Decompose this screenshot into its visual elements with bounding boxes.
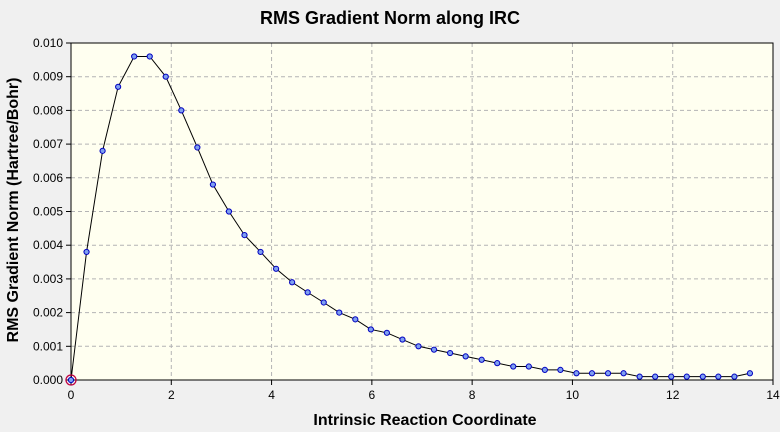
chart-title: RMS Gradient Norm along IRC: [259, 8, 520, 28]
data-point: [620, 370, 627, 377]
data-point: [478, 356, 485, 363]
y-tick-label: 0.009: [33, 70, 63, 84]
data-point: [652, 373, 659, 380]
data-point: [557, 366, 564, 373]
data-point: [715, 373, 722, 380]
data-point: [430, 346, 438, 353]
y-tick-label: 0.003: [33, 272, 63, 286]
data-point: [383, 329, 390, 336]
data-point: [525, 363, 532, 370]
data-point: [573, 370, 580, 377]
data-point: [320, 299, 327, 306]
data-point: [272, 265, 280, 272]
y-tick-label: 0.007: [33, 137, 63, 151]
data-point: [304, 289, 311, 296]
data-point: [162, 73, 169, 80]
y-tick-label: 0.004: [33, 238, 63, 252]
y-tick-label: 0.001: [33, 339, 63, 353]
data-point: [683, 373, 690, 380]
data-point: [131, 53, 138, 60]
data-point: [67, 376, 75, 384]
data-point: [99, 147, 106, 154]
data-point: [510, 363, 517, 370]
x-tick-label: 8: [469, 388, 476, 402]
data-point: [699, 373, 706, 380]
data-point: [194, 144, 201, 151]
y-tick-label: 0.008: [33, 103, 63, 117]
data-point: [178, 107, 185, 114]
data-point: [367, 326, 374, 333]
y-tick-label: 0.000: [33, 373, 63, 387]
y-tick-label: 0.006: [33, 171, 63, 185]
x-tick-label: 2: [168, 388, 175, 402]
data-point: [462, 353, 469, 360]
x-tick-label: 6: [369, 388, 376, 402]
data-point: [731, 373, 738, 380]
data-point: [494, 360, 501, 367]
x-tick-label: 4: [268, 388, 275, 402]
data-point: [225, 208, 233, 215]
x-axis-label: Intrinsic Reaction Coordinate: [313, 412, 537, 429]
data-point: [604, 370, 612, 377]
data-point: [83, 248, 90, 256]
data-point: [146, 53, 153, 60]
data-point: [399, 336, 406, 343]
x-tick-label: 12: [666, 388, 680, 402]
data-point: [746, 370, 754, 377]
x-tick-label: 14: [766, 388, 780, 402]
current-point-marker: [65, 374, 77, 386]
data-point: [446, 349, 454, 357]
data-point: [209, 181, 217, 188]
data-point: [588, 370, 596, 377]
data-point: [336, 309, 343, 316]
data-point: [241, 231, 248, 239]
data-point: [668, 373, 675, 380]
y-tick-label: 0.010: [33, 36, 63, 50]
y-tick-label: 0.005: [33, 205, 63, 219]
data-point: [636, 373, 643, 380]
data-point: [352, 316, 359, 323]
y-tick-label: 0.002: [33, 306, 63, 320]
data-point: [115, 83, 122, 90]
data-point: [289, 279, 296, 286]
data-point: [257, 248, 264, 256]
data-point: [415, 343, 422, 350]
x-tick-label: 10: [566, 388, 580, 402]
data-point: [541, 366, 548, 373]
x-tick-label: 0: [68, 388, 75, 402]
